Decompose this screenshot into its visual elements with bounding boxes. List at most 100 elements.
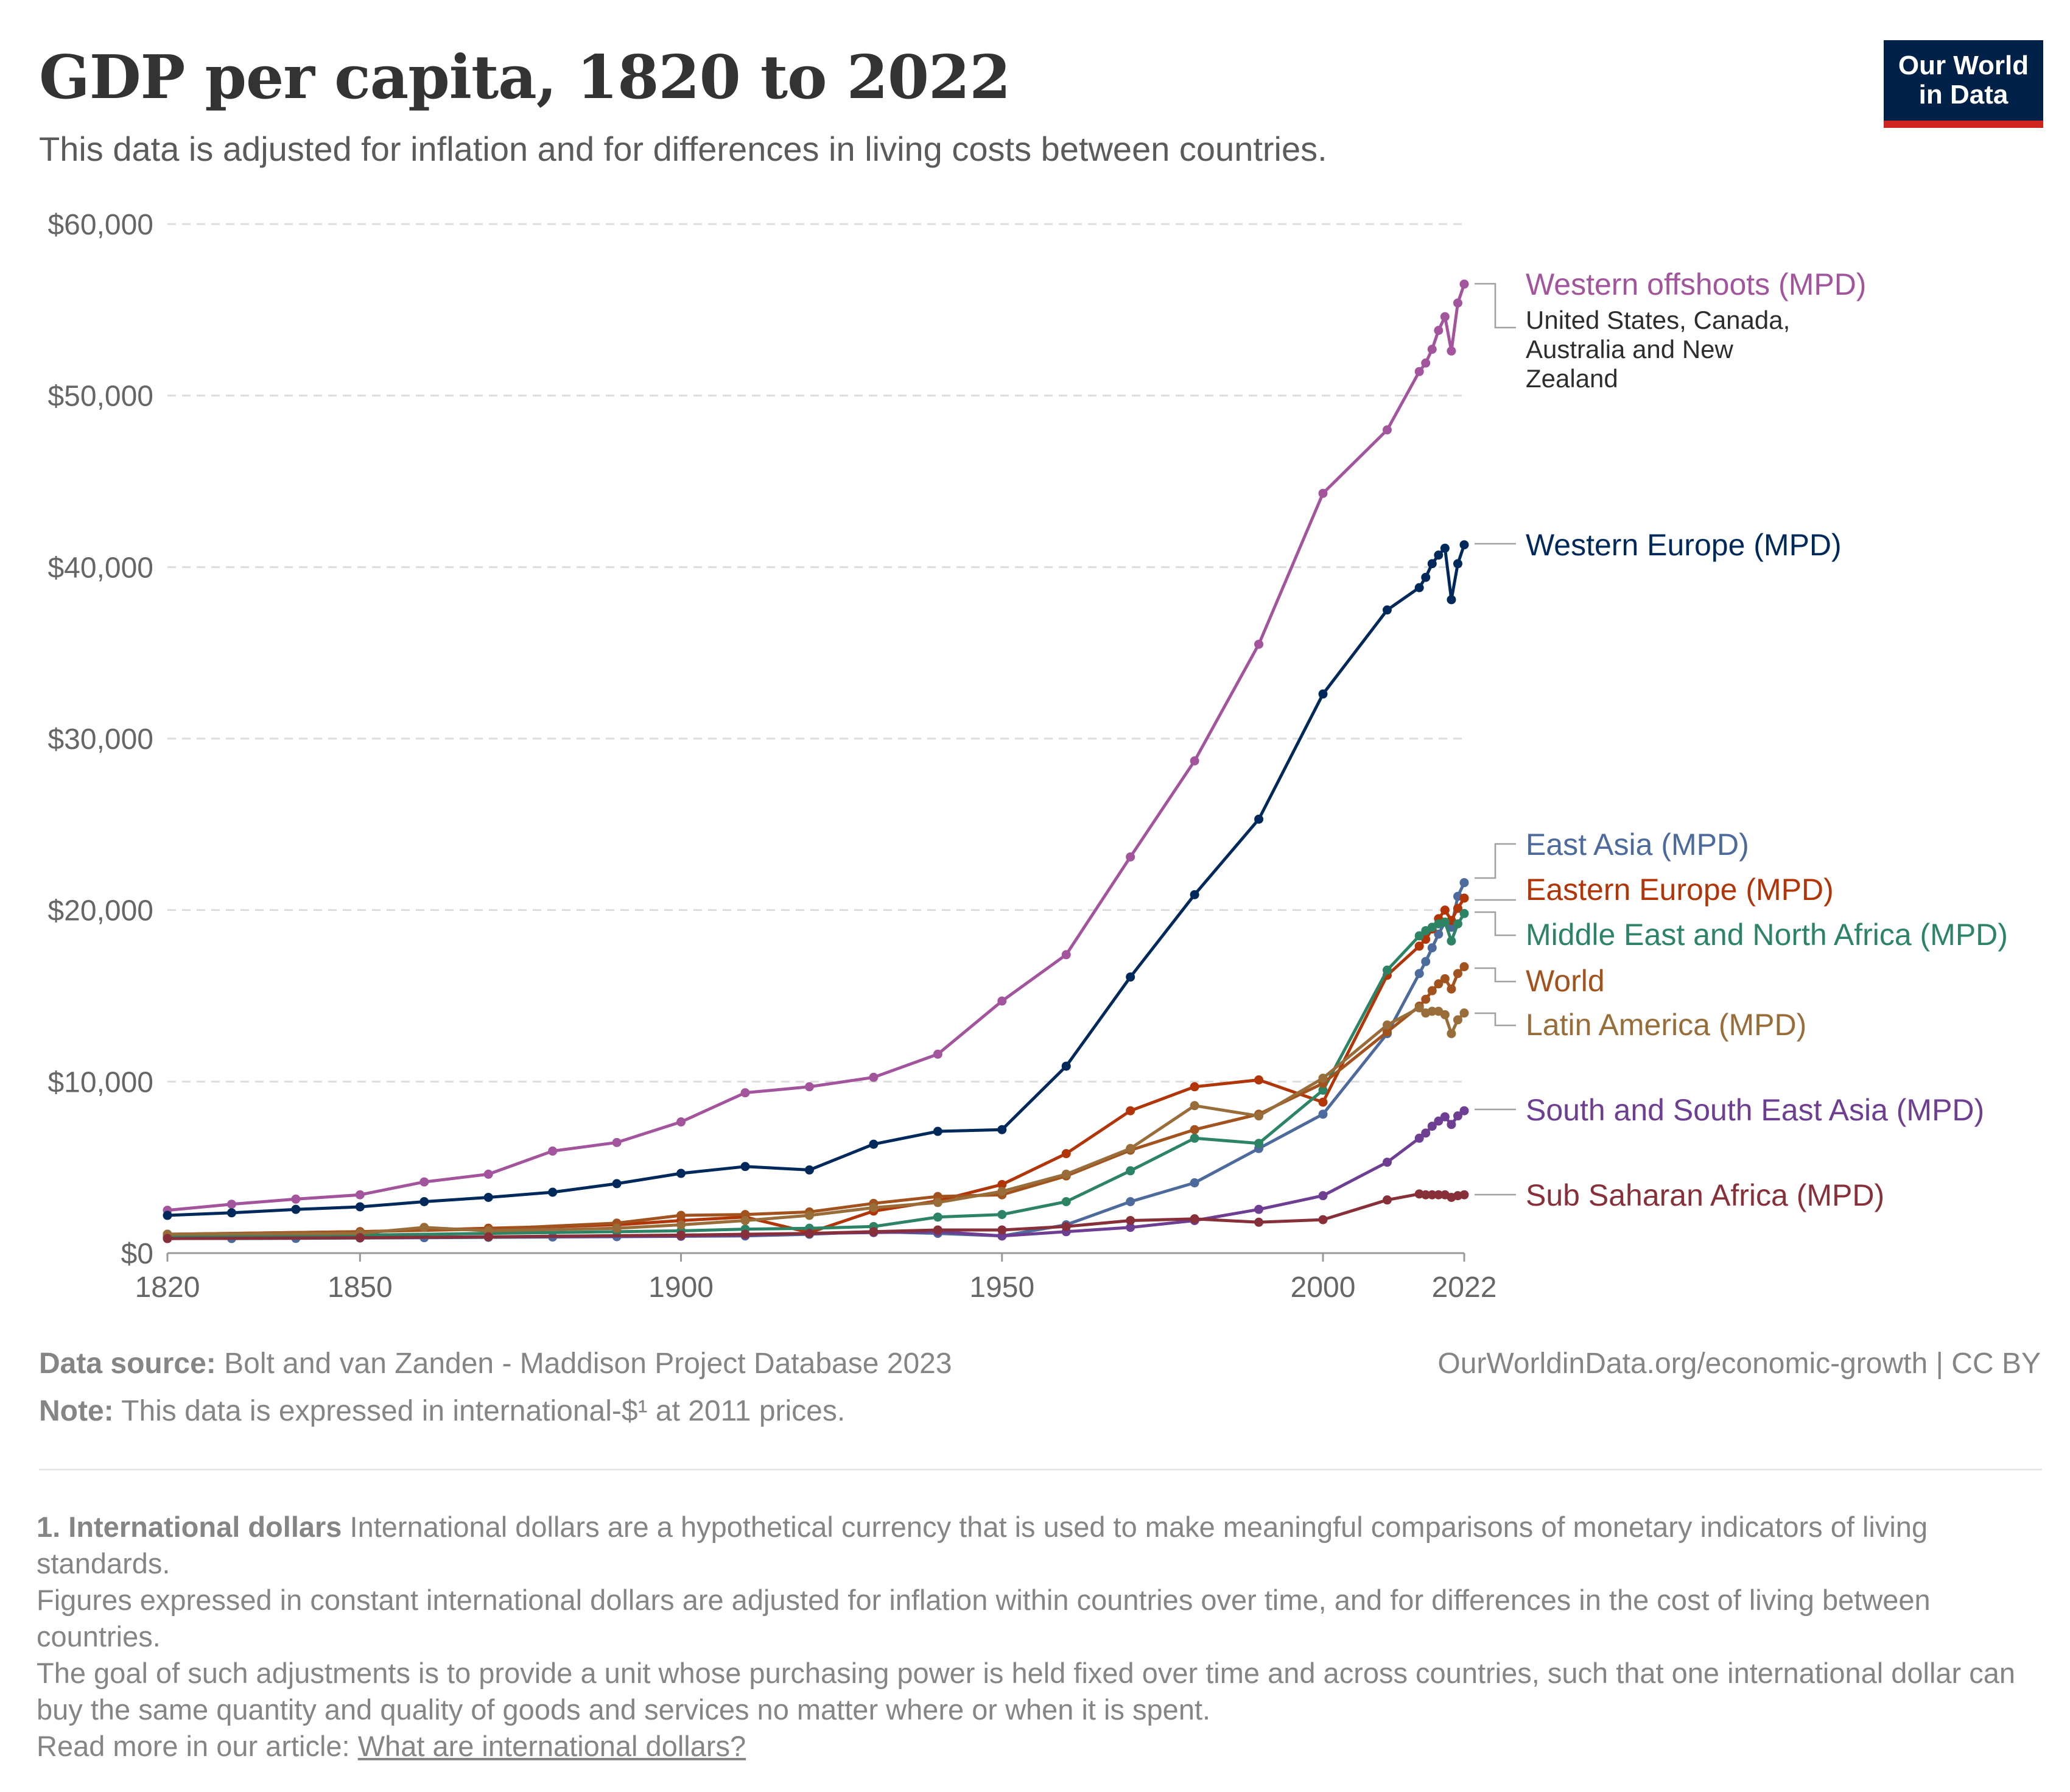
data-point[interactable] [548, 1187, 558, 1197]
series-sub-saharan-africa-mpd[interactable] [163, 1189, 1469, 1243]
data-point[interactable] [1382, 1195, 1392, 1205]
data-point[interactable] [1427, 345, 1437, 354]
data-point[interactable] [226, 1208, 236, 1218]
data-point[interactable] [1318, 1191, 1328, 1201]
data-point[interactable] [1447, 346, 1456, 356]
data-point[interactable] [483, 1232, 493, 1242]
data-point[interactable] [355, 1233, 365, 1243]
data-point[interactable] [1414, 941, 1424, 951]
series-western-europe-mpd[interactable] [163, 540, 1469, 1220]
data-point[interactable] [163, 1234, 172, 1243]
data-point[interactable] [1254, 1217, 1264, 1227]
data-point[interactable] [1459, 1190, 1469, 1200]
data-point[interactable] [1447, 984, 1456, 994]
data-point[interactable] [1414, 583, 1424, 592]
owid-logo[interactable]: Our World in Data [1884, 40, 2043, 128]
data-point[interactable] [869, 1227, 879, 1237]
series-western-offshoots-mpd[interactable] [163, 279, 1469, 1215]
data-point[interactable] [1126, 1215, 1135, 1225]
data-point[interactable] [355, 1202, 365, 1212]
data-point[interactable] [419, 1223, 429, 1232]
data-point[interactable] [804, 1165, 814, 1175]
data-point[interactable] [1459, 540, 1469, 550]
data-point[interactable] [1459, 962, 1469, 972]
data-point[interactable] [419, 1197, 429, 1206]
data-point[interactable] [1434, 979, 1444, 989]
data-point[interactable] [1126, 972, 1135, 982]
data-point[interactable] [1459, 908, 1469, 918]
data-point[interactable] [997, 1179, 1007, 1189]
data-point[interactable] [1440, 1010, 1450, 1019]
data-point[interactable] [1434, 929, 1444, 939]
data-point[interactable] [1453, 1015, 1462, 1025]
data-point[interactable] [933, 1126, 942, 1136]
data-point[interactable] [1318, 1215, 1328, 1225]
data-point[interactable] [869, 1203, 879, 1212]
data-point[interactable] [1427, 1007, 1437, 1016]
data-point[interactable] [1382, 1027, 1392, 1037]
data-point[interactable] [933, 1198, 942, 1207]
data-point[interactable] [1061, 1221, 1071, 1231]
data-point[interactable] [1126, 1223, 1135, 1232]
source-url[interactable]: OurWorldinData.org/economic-growth | CC … [1437, 1348, 2041, 1380]
data-point[interactable] [1190, 1178, 1199, 1188]
data-point[interactable] [1453, 1111, 1462, 1121]
data-point[interactable] [1434, 550, 1444, 560]
data-point[interactable] [1190, 890, 1199, 899]
data-point[interactable] [933, 1049, 942, 1059]
data-point[interactable] [612, 1223, 622, 1233]
data-point[interactable] [483, 1192, 493, 1202]
data-point[interactable] [1421, 1128, 1431, 1138]
data-point[interactable] [612, 1137, 622, 1147]
data-point[interactable] [419, 1177, 429, 1187]
data-point[interactable] [1190, 756, 1199, 766]
data-point[interactable] [676, 1220, 686, 1230]
data-point[interactable] [1447, 1120, 1456, 1130]
data-point[interactable] [1421, 957, 1431, 966]
data-point[interactable] [1414, 367, 1424, 376]
data-point[interactable] [1453, 969, 1462, 979]
data-point[interactable] [1459, 893, 1469, 903]
data-point[interactable] [1440, 312, 1450, 322]
data-point[interactable] [1427, 943, 1437, 953]
series-line-western-offshoots-mpd[interactable] [166, 283, 1466, 1212]
data-point[interactable] [1414, 969, 1424, 979]
data-point[interactable] [1126, 852, 1135, 862]
data-point[interactable] [1382, 1158, 1392, 1167]
data-point[interactable] [1427, 559, 1437, 569]
data-point[interactable] [1318, 1109, 1328, 1119]
data-point[interactable] [1447, 1028, 1456, 1038]
data-point[interactable] [869, 1072, 879, 1082]
data-point[interactable] [1447, 936, 1456, 946]
data-point[interactable] [1126, 1197, 1135, 1206]
data-point[interactable] [1447, 595, 1456, 605]
data-point[interactable] [1061, 1197, 1071, 1206]
data-point[interactable] [676, 1168, 686, 1178]
data-point[interactable] [1427, 1122, 1437, 1131]
data-point[interactable] [997, 996, 1007, 1006]
data-point[interactable] [1190, 1125, 1199, 1134]
data-point[interactable] [1421, 994, 1431, 1004]
data-point[interactable] [1434, 1116, 1444, 1126]
series-line-western-europe-mpd[interactable] [166, 543, 1466, 1217]
series-line-middle-east-and-north-africa-mpd[interactable] [166, 912, 1466, 1238]
data-point[interactable] [1254, 1075, 1264, 1085]
series-line-south-and-south-east-asia-mpd[interactable] [166, 1109, 1466, 1240]
data-point[interactable] [1318, 1097, 1328, 1107]
data-point[interactable] [676, 1230, 686, 1240]
data-point[interactable] [1126, 1144, 1135, 1153]
data-point[interactable] [1318, 488, 1328, 498]
data-point[interactable] [1440, 1112, 1450, 1122]
data-point[interactable] [997, 1187, 1007, 1196]
data-point[interactable] [1061, 950, 1071, 960]
data-point[interactable] [1459, 1106, 1469, 1116]
data-point[interactable] [1190, 1214, 1199, 1224]
data-point[interactable] [997, 1210, 1007, 1220]
data-point[interactable] [1453, 904, 1462, 913]
data-point[interactable] [612, 1179, 622, 1189]
data-point[interactable] [1382, 425, 1392, 435]
data-point[interactable] [1254, 814, 1264, 824]
data-point[interactable] [1434, 1190, 1444, 1200]
data-point[interactable] [997, 1125, 1007, 1134]
data-point[interactable] [1427, 1190, 1437, 1200]
